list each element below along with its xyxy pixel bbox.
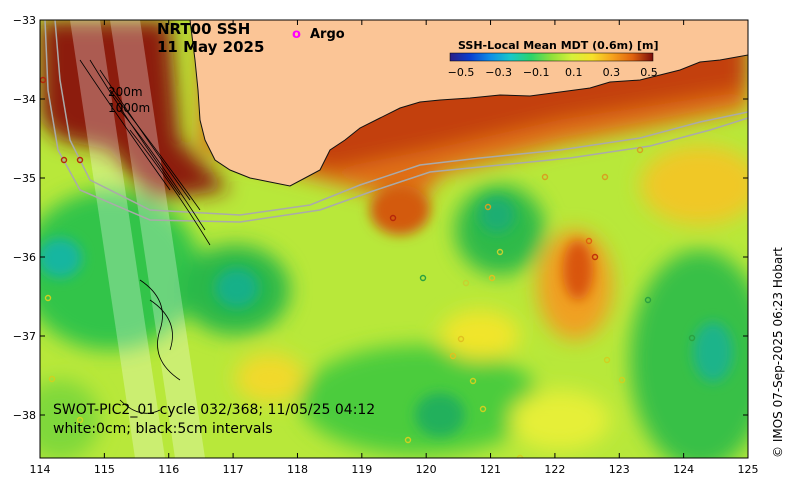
colorbar-tick-label: −0.1 [523,66,550,79]
x-tick-label: 123 [609,463,630,476]
y-tick-label: −34 [13,93,36,106]
contour-annotation: white:0cm; black:5cm intervals [53,421,273,437]
colorbar-gradient [449,52,654,62]
x-tick-label: 115 [94,463,115,476]
land-mass [189,20,748,187]
y-tick-label: −33 [13,14,36,27]
x-tick-label: 121 [480,463,501,476]
y-tick-label: −35 [13,172,36,185]
imos-credit: © IMOS 07-Sep-2025 06:23 Hobart [771,247,785,458]
y-tick-label: −36 [13,251,36,264]
y-tick-label: −37 [13,330,36,343]
colorbar-title: SSH-Local Mean MDT (0.6m) [m] [458,39,658,52]
depth-label-1000m: 1000m [108,101,150,115]
map-title-line1: NRT00 SSH [157,20,250,38]
swath-annotation: SWOT-PIC2_01 cycle 032/368; 11/05/25 04:… [53,402,375,418]
x-axis: 114 115 116 117 118 119 120 121 122 123 124 125 [30,20,759,476]
x-tick-label: 122 [544,463,565,476]
plot-frame [39,19,749,459]
argo-label: Argo [310,27,345,42]
colorbar-tick-label: 0.1 [565,66,583,79]
colorbar: SSH-Local Mean MDT (0.6m) [m] −0.5 −0.3 −0… [448,39,659,79]
colorbar-tick-label: 0.5 [640,66,658,79]
argo-marker-icon: o [292,27,301,42]
map-field [40,20,748,458]
x-tick-label: 120 [416,463,437,476]
colorbar-tick-label: −0.5 [448,66,475,79]
x-tick-label: 125 [738,463,759,476]
x-tick-label: 124 [673,463,694,476]
x-tick-label: 117 [223,463,244,476]
ssh-contours [79,59,211,414]
x-tick-label: 119 [351,463,372,476]
x-tick-label: 118 [287,463,308,476]
y-axis: −33 −34 −35 −36 −37 −38 [13,14,748,422]
depth-label-200m: 200m [108,85,143,99]
y-tick-label: −38 [13,409,36,422]
swot-swaths [70,20,205,458]
colorbar-tick-label: 0.3 [603,66,621,79]
x-tick-label: 114 [30,463,51,476]
argo-points [40,76,696,458]
colorbar-tick-label: −0.3 [485,66,512,79]
isobaths [44,20,748,223]
map-title-line2: 11 May 2025 [157,38,264,56]
x-tick-label: 116 [158,463,179,476]
